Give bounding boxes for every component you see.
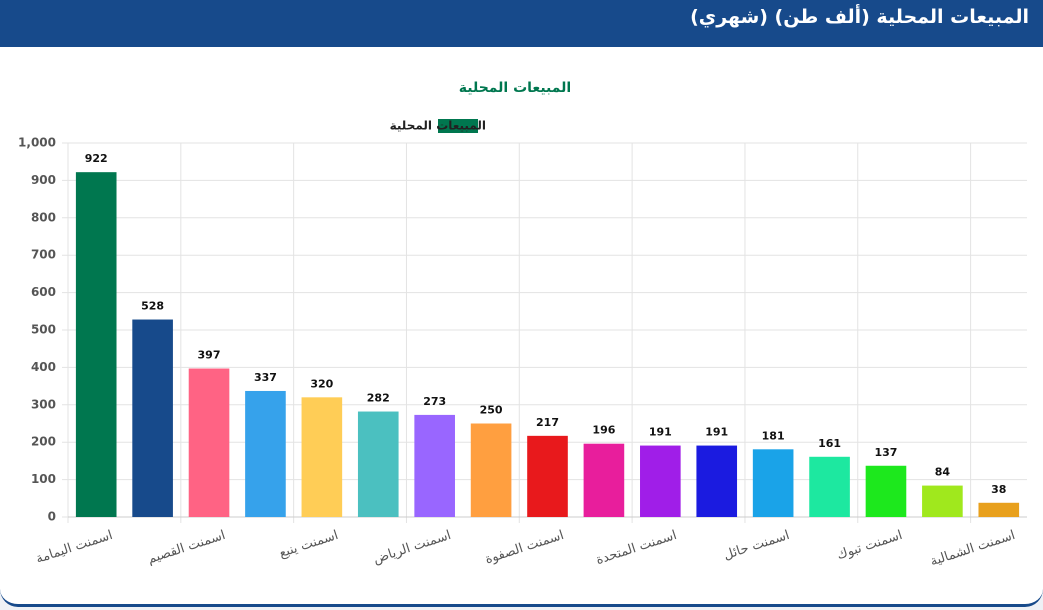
value-label: 137: [874, 446, 897, 459]
value-label: 273: [423, 395, 446, 408]
y-tick-label: 1,000: [18, 136, 56, 150]
bar: [188, 368, 230, 517]
y-tick-label: 800: [31, 210, 56, 224]
bar: [752, 449, 794, 517]
y-tick-label: 600: [31, 285, 56, 299]
x-tick-label: اسمنت القصيم: [146, 528, 228, 567]
x-tick-label: اسمنت اليمامة: [34, 528, 114, 567]
bar: [640, 445, 681, 517]
value-label: 38: [991, 483, 1006, 496]
bar: [865, 465, 907, 517]
value-label: 84: [935, 466, 951, 479]
bar: [301, 397, 343, 517]
bar: [245, 390, 286, 517]
y-tick-label: 0: [48, 510, 56, 524]
bar: [809, 456, 850, 517]
bar: [470, 423, 512, 517]
bar: [583, 443, 625, 517]
header-title: المبيعات المحلية (ألف طن) (شهري): [0, 0, 1043, 47]
y-tick-label: 500: [31, 323, 56, 337]
value-label: 217: [536, 416, 559, 429]
y-tick-label: 200: [31, 435, 56, 449]
chart: المبيعات المحلية المبيعات المحلية 0 100 200…: [18, 80, 1027, 570]
value-label: 320: [310, 377, 333, 390]
value-label: 282: [367, 392, 390, 405]
x-tick-label: اسمنت الشمالية: [928, 528, 1017, 570]
legend-label: المبيعات المحلية: [390, 119, 486, 133]
value-label: 191: [649, 426, 672, 439]
value-label: 161: [818, 437, 841, 450]
bar: [978, 502, 1020, 517]
bar: [527, 435, 568, 517]
x-tick-label: اسمنت حائل: [722, 528, 792, 563]
value-label: 191: [705, 426, 728, 439]
bar: [414, 414, 455, 517]
value-label: 337: [254, 371, 277, 384]
bar: [132, 319, 173, 517]
y-tick-label: 700: [31, 248, 56, 262]
value-label: 181: [762, 429, 785, 442]
x-tick-label: اسمنت ينبع: [277, 528, 340, 561]
y-tick-label: 400: [31, 360, 56, 374]
x-tick-label: اسمنت الرياض: [371, 528, 453, 567]
value-label: 528: [141, 300, 164, 313]
value-label: 250: [480, 404, 503, 417]
x-tick-label: اسمنت المتحدة: [594, 528, 678, 568]
bar: [922, 485, 963, 517]
value-label: 196: [592, 424, 615, 437]
y-tick-label: 300: [31, 397, 56, 411]
x-tick-label: اسمنت الصفوة: [483, 528, 565, 568]
value-label: 397: [198, 349, 221, 362]
chart-title: المبيعات المحلية: [459, 80, 571, 96]
y-tick-label: 100: [31, 472, 56, 486]
y-tick-label: 900: [31, 173, 56, 187]
bar: [696, 445, 738, 517]
bar: [357, 411, 399, 517]
bar: [75, 172, 117, 517]
value-label: 922: [85, 152, 108, 165]
legend-swatch: [438, 119, 478, 133]
x-tick-label: اسمنت تبوك: [835, 528, 904, 563]
